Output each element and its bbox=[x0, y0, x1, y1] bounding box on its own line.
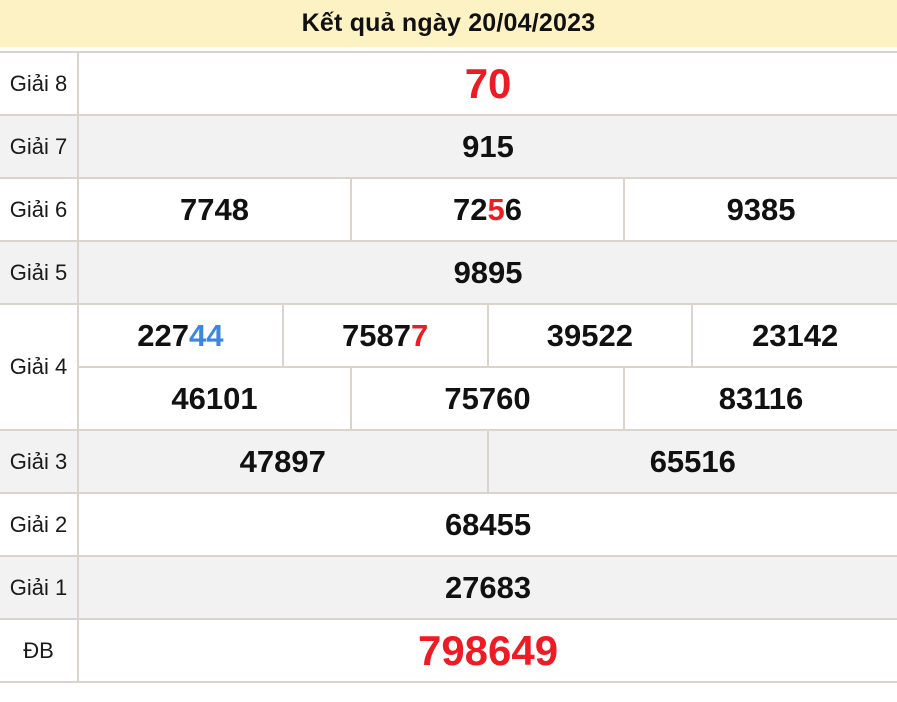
prize-cell: 47897 bbox=[77, 429, 489, 494]
prize-number: 65516 bbox=[649, 443, 736, 479]
prize-number: 7587 bbox=[342, 317, 411, 353]
prize-cell: 68455 bbox=[76, 492, 897, 557]
prize-number: 7748 bbox=[180, 191, 249, 227]
prize-number: 6 bbox=[504, 191, 522, 227]
prize-number: 68455 bbox=[444, 506, 532, 542]
prize-cell: 70 bbox=[76, 51, 897, 116]
prize-cell: 75760 bbox=[350, 366, 625, 431]
prize-cell: 23142 bbox=[691, 303, 897, 368]
prize-row: ĐB 798649 bbox=[0, 618, 897, 683]
results-table-body: Giải 8 70 Giải 7 915 Giải 6 7748 7256 9385 Giải … bbox=[0, 51, 897, 683]
prize-cell: 9385 bbox=[622, 177, 897, 242]
prize-number: 46101 bbox=[171, 380, 258, 416]
prize-label: Giải 7 bbox=[0, 114, 79, 179]
prize-number: 915 bbox=[462, 128, 514, 164]
prize-row: Giải 1 27683 bbox=[0, 555, 897, 620]
prize-cell: 27683 bbox=[76, 555, 897, 620]
prize-label: Giải 5 bbox=[0, 240, 79, 305]
prize-row: Giải 2 68455 bbox=[0, 492, 897, 557]
prize-number: 39522 bbox=[546, 317, 633, 353]
prize-cell: 7256 bbox=[350, 177, 625, 242]
prize-number: 72 bbox=[453, 191, 488, 227]
prize-row: 46101 75760 83116 bbox=[0, 366, 897, 431]
prize-cell: 915 bbox=[76, 114, 897, 179]
prize-number: 27683 bbox=[444, 569, 532, 605]
prize-cell: 7748 bbox=[77, 177, 352, 242]
prize-row: Giải 3 47897 65516 bbox=[0, 429, 897, 494]
prize-row: Giải 6 7748 7256 9385 bbox=[0, 177, 897, 242]
prize-row: Giải 4 22744 75877 39522 23142 bbox=[0, 303, 897, 431]
prize-row: Giải 8 70 bbox=[0, 51, 897, 116]
highlighted-digits: 44 bbox=[189, 317, 224, 353]
prize-label: Giải 4 bbox=[0, 303, 79, 431]
results-header: Kết quả ngày 20/04/2023 bbox=[0, 0, 897, 47]
prize-cell: 83116 bbox=[622, 366, 897, 431]
prize-cell: 798649 bbox=[76, 618, 897, 683]
prize-row: Giải 7 915 bbox=[0, 114, 897, 179]
highlighted-digits: 5 bbox=[487, 191, 505, 227]
prize-number: 9895 bbox=[453, 254, 523, 290]
prize-number: 75760 bbox=[444, 380, 531, 416]
prize-cell: 22744 bbox=[77, 303, 284, 368]
prize-number: 9385 bbox=[726, 191, 796, 227]
prize-number: 47897 bbox=[239, 443, 326, 479]
prize-label: Giải 2 bbox=[0, 492, 79, 557]
prize-label: Giải 1 bbox=[0, 555, 79, 620]
prize-label: ĐB bbox=[0, 618, 79, 683]
prize-number: 83116 bbox=[718, 380, 804, 416]
prize-cell: 75877 bbox=[281, 303, 489, 368]
prize-label: Giải 3 bbox=[0, 429, 79, 494]
prize-number: 23142 bbox=[752, 317, 839, 353]
results-table: Giải 8 70 Giải 7 915 Giải 6 7748 7256 9385 Giải … bbox=[0, 51, 897, 683]
prize-cell: 9895 bbox=[76, 240, 897, 305]
prize-label: Giải 6 bbox=[0, 177, 79, 242]
prize-number: 227 bbox=[137, 317, 189, 353]
prize-cell: 65516 bbox=[486, 429, 897, 494]
prize-row: Giải 5 9895 bbox=[0, 240, 897, 305]
prize-cell: 46101 bbox=[78, 366, 352, 431]
highlighted-digits: 70 bbox=[464, 59, 512, 107]
highlighted-digits: 7 bbox=[410, 317, 429, 353]
prize-label: Giải 8 bbox=[0, 51, 79, 116]
page-title: Kết quả ngày 20/04/2023 bbox=[301, 9, 596, 37]
prize-cell: 39522 bbox=[486, 303, 694, 368]
highlighted-digits: 798649 bbox=[417, 626, 559, 674]
